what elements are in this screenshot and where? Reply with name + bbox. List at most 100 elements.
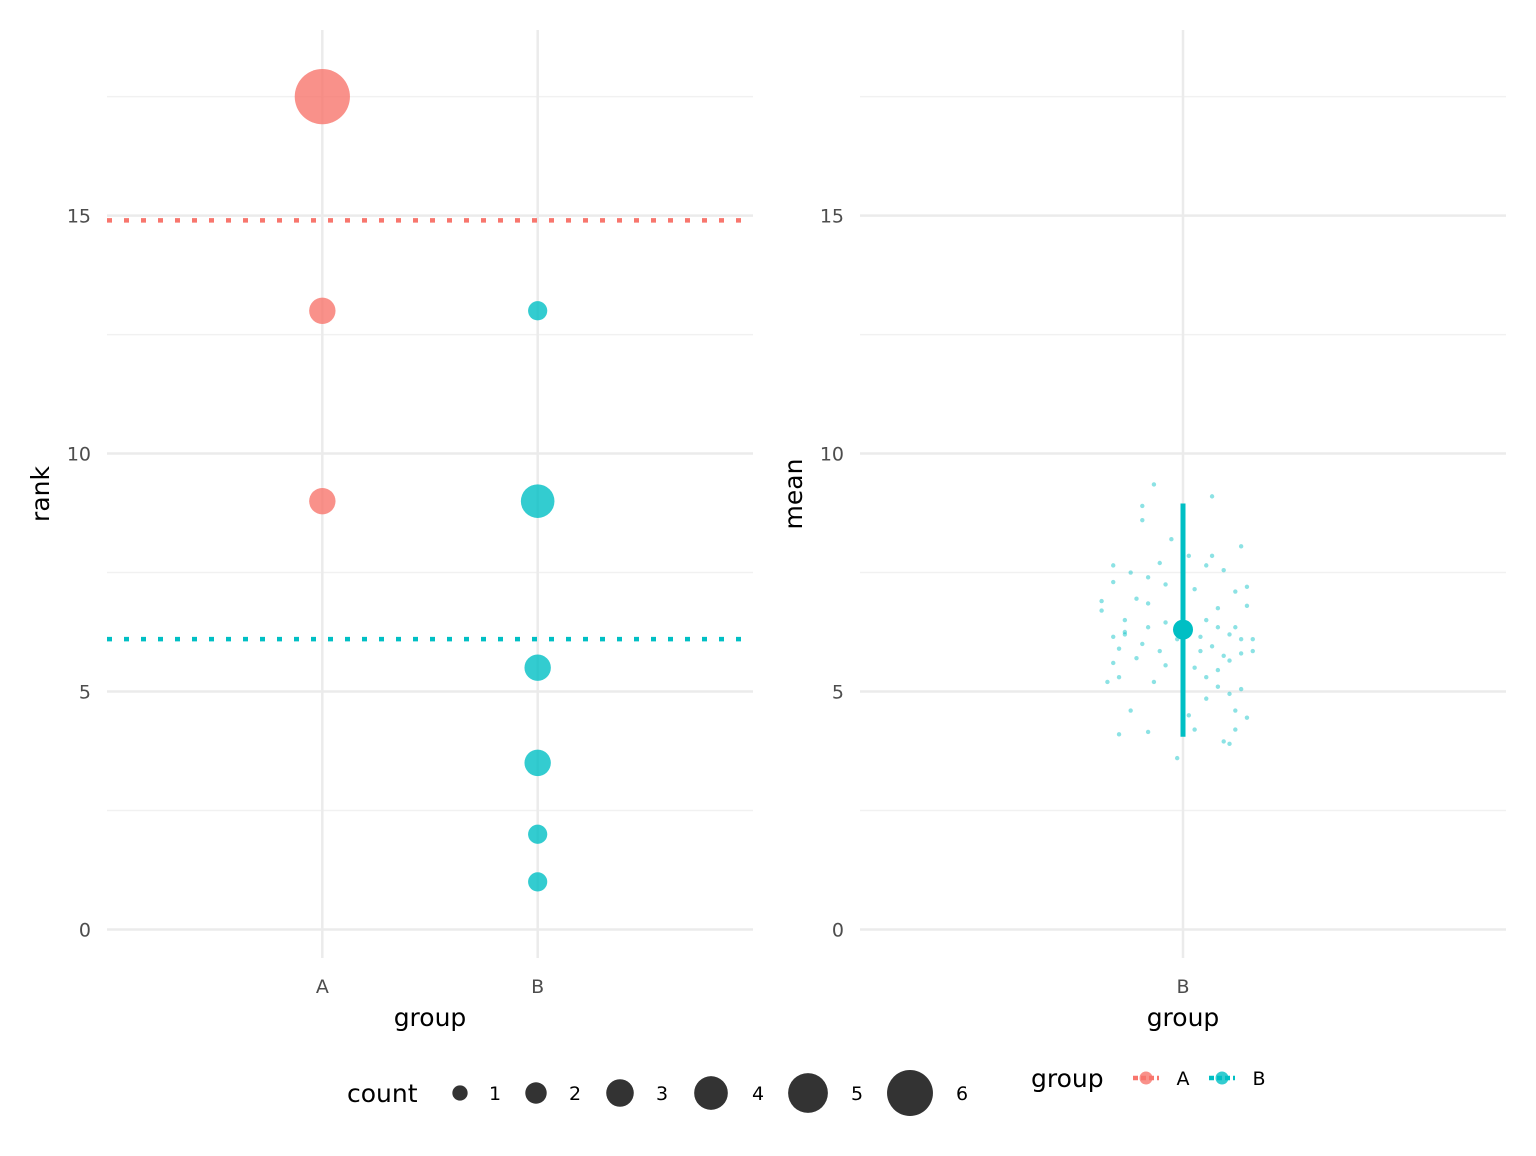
y-tick-label: 10 [820, 444, 844, 466]
size-legend-title: count [347, 1079, 418, 1108]
jitter-point [1157, 648, 1162, 654]
jitter-point [1111, 563, 1116, 568]
size-key-5 [788, 1073, 828, 1113]
y-tick-label: 15 [67, 206, 91, 228]
y-tick-label: 5 [79, 681, 91, 703]
jitter-point [1233, 727, 1238, 732]
jitter-point [1169, 537, 1174, 542]
jitter-point [1122, 617, 1128, 623]
y-tick-label: 0 [832, 919, 844, 941]
jitter-point [1215, 667, 1221, 673]
data-point-B [528, 824, 548, 844]
jitter-point [1221, 567, 1226, 573]
jitter-point [1204, 696, 1209, 701]
group-legend: group A B [1031, 1064, 1266, 1093]
jitter-point [1122, 629, 1128, 635]
jitter-point [1244, 603, 1250, 609]
jitter-point [1238, 686, 1244, 692]
jitter-point [1099, 598, 1104, 604]
jitter-point [1227, 658, 1232, 663]
data-point-B [528, 301, 548, 321]
y-axis-title: mean [779, 459, 808, 530]
data-point-A [309, 487, 336, 515]
jitter-point [1128, 708, 1133, 713]
jitter-point [1111, 634, 1116, 639]
jitter-point [1238, 651, 1244, 656]
jitter-point [1204, 617, 1209, 623]
jitter-point [1209, 553, 1215, 559]
size-key-3 [606, 1079, 634, 1107]
group-legend-label: B [1252, 1068, 1265, 1090]
jitter-point [1111, 579, 1116, 585]
jitter-point [1157, 560, 1162, 566]
jitter-point [1145, 625, 1151, 630]
jitter-point [1163, 620, 1168, 625]
jitter-point [1134, 596, 1139, 601]
jitter-point [1151, 679, 1157, 685]
jitter-point [1145, 575, 1151, 580]
group-key-point-B [1215, 1071, 1229, 1085]
x-axis-title: group [1147, 1003, 1220, 1032]
size-legend-label: 5 [851, 1083, 863, 1105]
y-axis-title: rank [26, 466, 55, 522]
y-tick-label: 10 [67, 444, 91, 466]
jitter-point [1233, 625, 1238, 630]
jitter-point [1244, 715, 1250, 720]
data-point-A [294, 69, 350, 125]
data-point-B [524, 749, 551, 777]
jitter-point [1116, 732, 1122, 737]
jitter-point [1238, 544, 1244, 549]
jitter-point [1145, 729, 1151, 735]
jitter-point [1227, 741, 1232, 747]
jitter-point [1204, 563, 1209, 568]
size-key-6 [887, 1070, 933, 1116]
jitter-point [1221, 739, 1226, 744]
jitter-point [1204, 675, 1209, 680]
data-point-B [524, 654, 551, 681]
size-legend-label: 4 [752, 1083, 764, 1105]
jitter-point [1163, 582, 1168, 587]
data-point-B [520, 484, 555, 518]
size-key-2 [525, 1082, 547, 1104]
jitter-point [1244, 584, 1250, 589]
jitter-point [1227, 632, 1232, 637]
jitter-point [1140, 641, 1145, 647]
data-point-B [528, 872, 548, 892]
x-tick-label: B [1176, 976, 1189, 998]
y-tick-label: 5 [832, 681, 844, 703]
jitter-point [1105, 679, 1110, 685]
jitter-point [1134, 655, 1139, 661]
jitter-point [1215, 625, 1221, 630]
group-legend-label: A [1177, 1068, 1190, 1090]
jitter-point [1186, 713, 1192, 718]
jitter-point [1174, 755, 1180, 761]
jitter-point [1209, 644, 1215, 649]
jitter-point [1151, 482, 1157, 487]
group-legend-title: group [1031, 1064, 1104, 1093]
data-point-A [309, 297, 336, 324]
jitter-point [1250, 648, 1255, 654]
y-tick-label: 0 [79, 919, 91, 941]
jitter-point [1145, 601, 1151, 606]
size-legend-label: 6 [956, 1083, 968, 1105]
size-legend-label: 3 [656, 1083, 668, 1105]
jitter-point [1140, 517, 1145, 523]
x-tick-label: B [531, 976, 544, 998]
jitter-point [1221, 653, 1226, 659]
jitter-point [1227, 691, 1232, 697]
jitter-point [1233, 708, 1238, 713]
jitter-point [1163, 663, 1168, 668]
jitter-point [1209, 494, 1215, 499]
size-legend-label: 2 [569, 1083, 581, 1105]
size-legend: count 1 2 3 4 5 6 [347, 1070, 968, 1116]
jitter-point [1116, 675, 1122, 680]
jitter-point [1198, 634, 1203, 639]
jitter-point [1140, 503, 1145, 509]
jitter-point [1099, 608, 1104, 613]
jitter-point [1250, 636, 1255, 642]
mean-point [1173, 619, 1193, 640]
size-key-1 [452, 1085, 468, 1101]
